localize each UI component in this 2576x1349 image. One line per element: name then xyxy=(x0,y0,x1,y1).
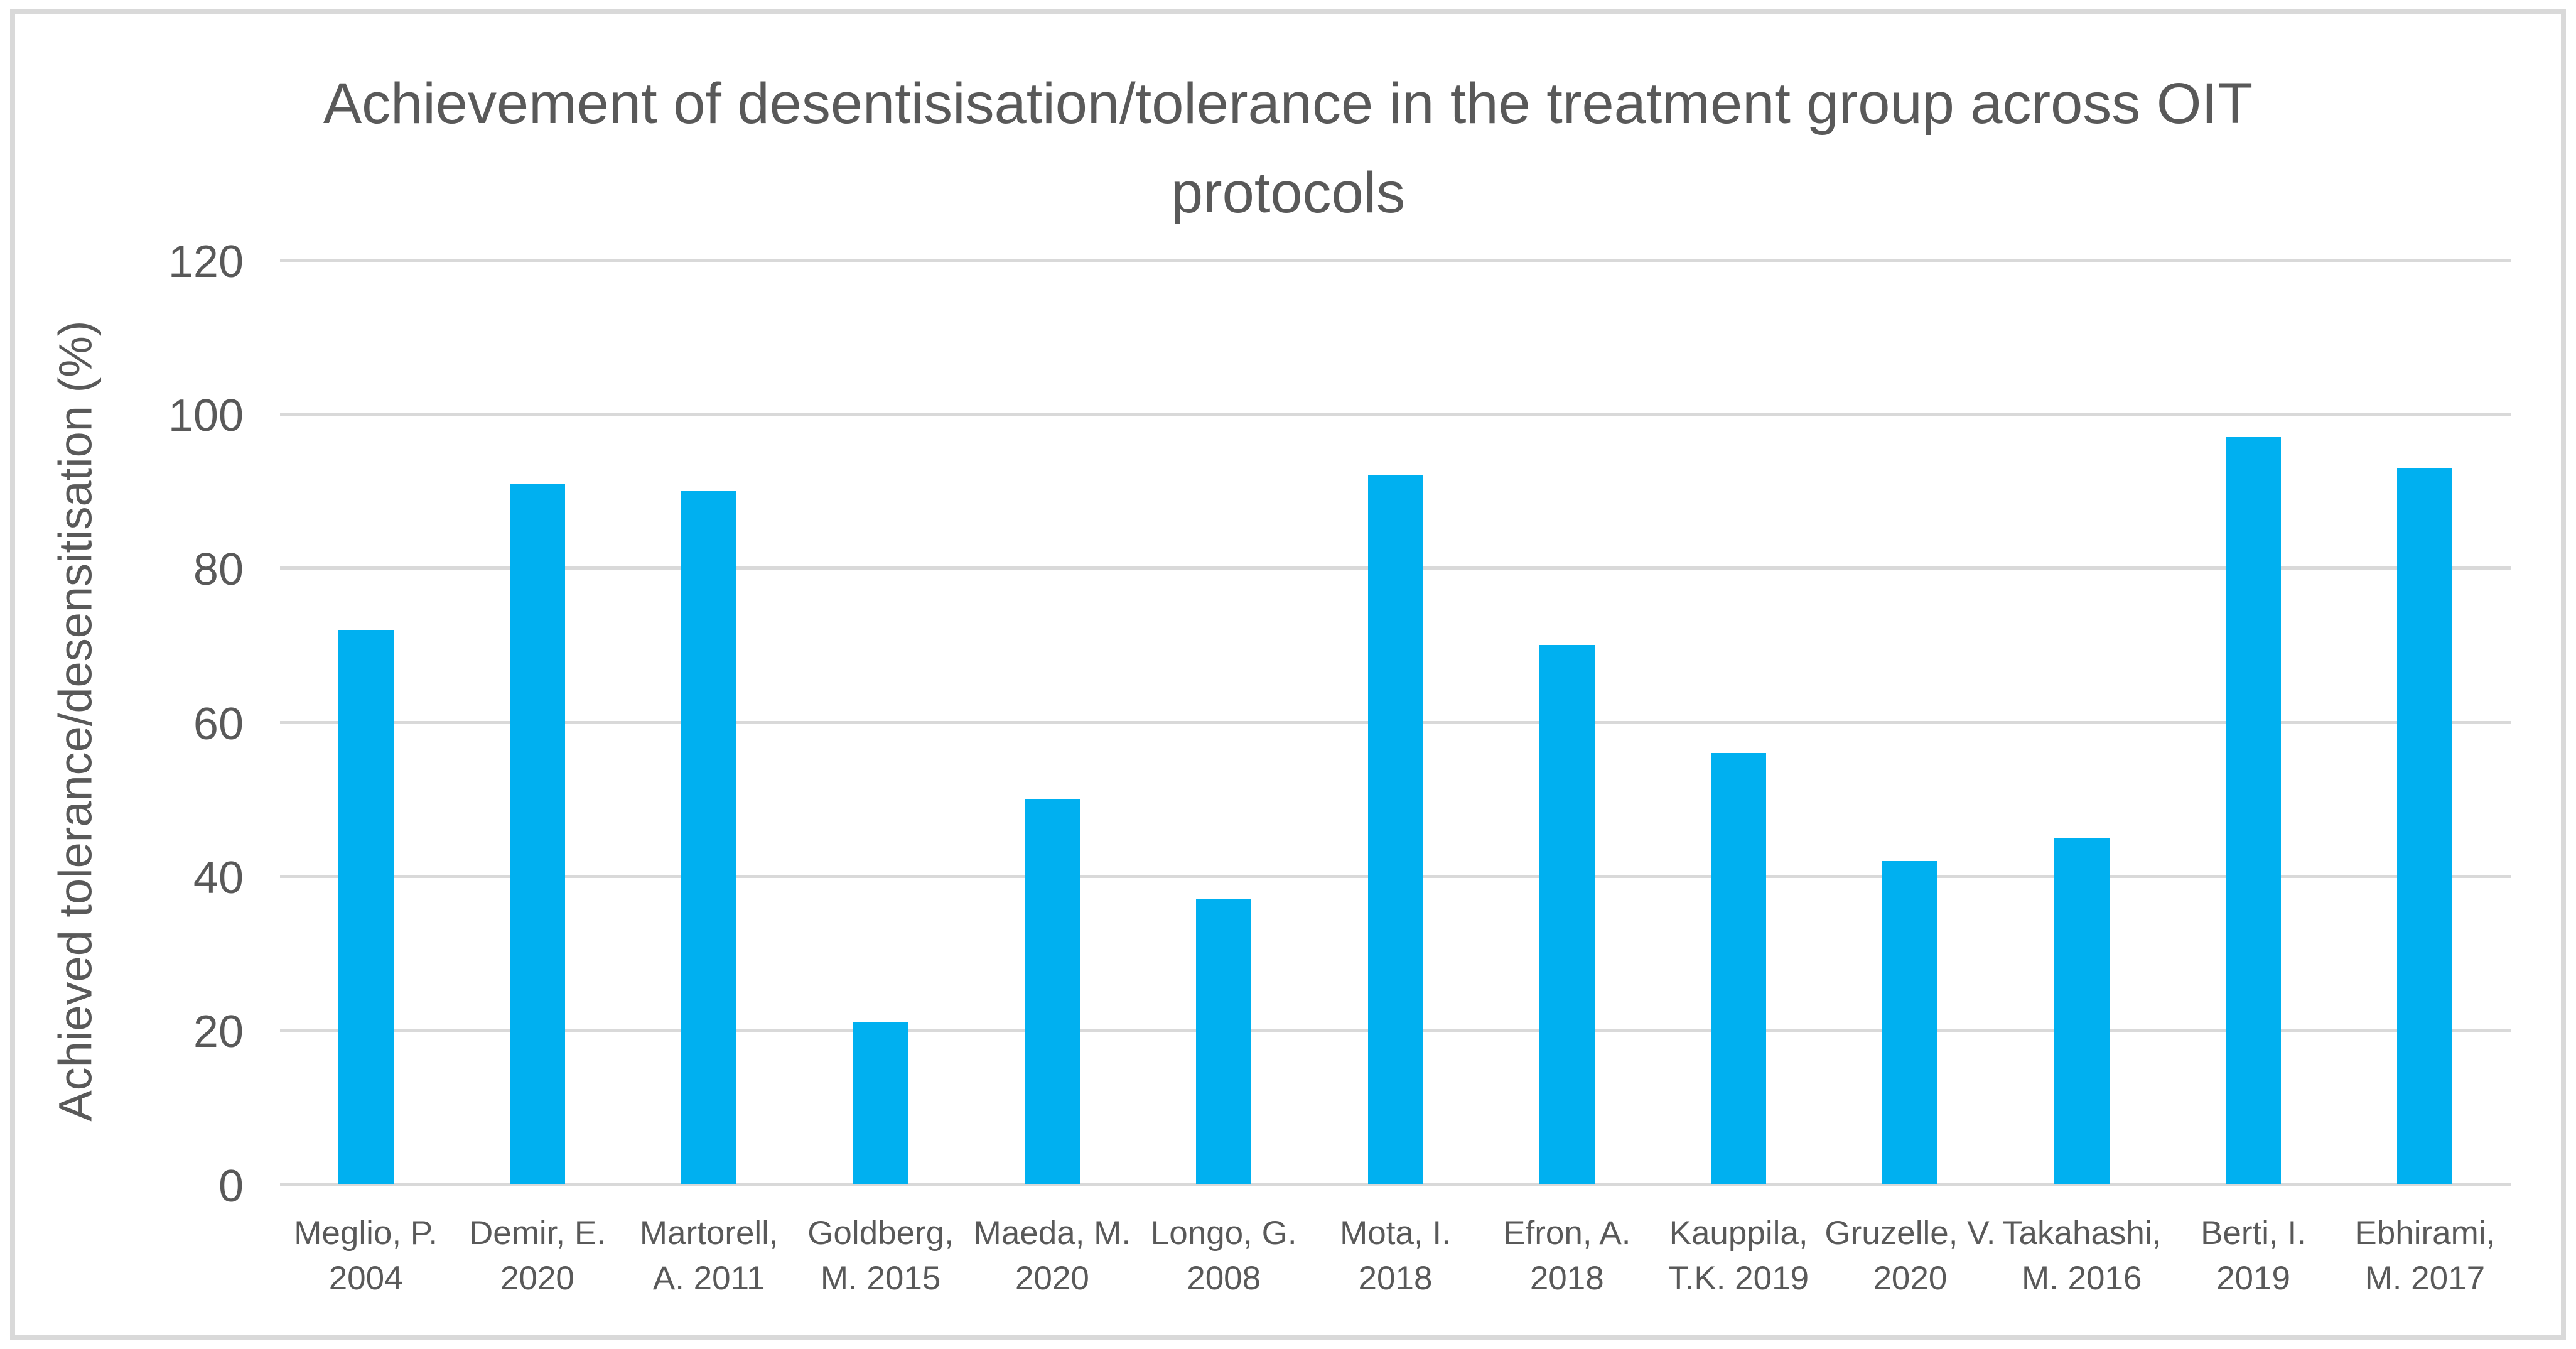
chart-title: Achievement of desentisisation/tolerance… xyxy=(323,72,2253,225)
bar-meglio-p-2004 xyxy=(338,629,394,1184)
x-tick-label-line: M. 2016 xyxy=(2021,1260,2142,1297)
x-tick-label-efron-a-2018: Efron, A. 2018 xyxy=(1469,1211,1665,1301)
plot-area xyxy=(280,258,2511,1186)
x-tick-label-line: Mota, I. xyxy=(1340,1215,1451,1252)
y-tick-label-80: 80 xyxy=(193,544,244,595)
x-tick-label-line: Demir, E. xyxy=(468,1215,606,1252)
x-tick-label-line: Longo, G. xyxy=(1150,1215,1297,1252)
x-tick-label-longo-g-2008: Longo, G. 2008 xyxy=(1126,1211,1322,1301)
x-tick-label-line: T.K. 2019 xyxy=(1668,1260,1809,1297)
x-tick-label-line: 2020 xyxy=(1015,1260,1089,1297)
gridline-y-0 xyxy=(280,1183,2511,1186)
x-tick-label-martorell-a-2011: Martorell, A. 2011 xyxy=(611,1211,807,1301)
x-tick-label-line: M. 2015 xyxy=(820,1260,941,1297)
x-tick-label-line: A. 2011 xyxy=(652,1260,765,1297)
x-tick-label-line: 2019 xyxy=(2216,1260,2290,1297)
x-tick-label-line: 2004 xyxy=(328,1260,403,1297)
x-tick-label-line: 2020 xyxy=(1873,1260,1948,1297)
x-tick-label-gruzelle-v-2020: Gruzelle, V. 2020 xyxy=(1812,1211,2008,1301)
y-tick-label-40: 40 xyxy=(193,852,244,903)
bar-martorell-a-2011 xyxy=(681,491,737,1184)
y-tick-label-0: 0 xyxy=(218,1161,244,1211)
y-axis-title-text: Achieved tolerance/desensitisation (%) xyxy=(49,320,102,1122)
bar-longo-g-2008 xyxy=(1196,899,1252,1184)
x-tick-label-line: Ebhirami, xyxy=(2354,1215,2496,1252)
x-tick-label-line: Goldberg, xyxy=(807,1215,954,1252)
y-tick-label-20: 20 xyxy=(193,1007,244,1058)
x-tick-label-line: Maeda, M. xyxy=(973,1215,1131,1252)
x-tick-label-meglio-p-2004: Meglio, P. 2004 xyxy=(267,1211,464,1301)
x-tick-label-line: 2018 xyxy=(1358,1260,1433,1297)
bar-mota-i-2018 xyxy=(1367,475,1423,1184)
x-tick-label-ebhirami-m-2017: Ebhirami, M. 2017 xyxy=(2327,1211,2523,1301)
gridline-y-100 xyxy=(280,412,2511,416)
x-tick-label-line: 2018 xyxy=(1529,1260,1604,1297)
x-tick-label-line: Berti, I. xyxy=(2201,1215,2306,1252)
x-tick-label-goldberg-m-2015: Goldberg, M. 2015 xyxy=(782,1211,979,1301)
chart-frame: Achievement of desentisisation/tolerance… xyxy=(10,9,2566,1340)
bar-kauppila-t-k-2019 xyxy=(1711,753,1767,1184)
x-tick-label-line: Efron, A. xyxy=(1503,1215,1631,1252)
y-tick-label-60: 60 xyxy=(193,698,244,749)
x-tick-label-line: Martorell, xyxy=(639,1215,779,1252)
y-tick-label-100: 100 xyxy=(168,390,244,441)
bar-takahashi-m-2016 xyxy=(2054,838,2110,1184)
x-tick-label-line: Takahashi, xyxy=(2002,1215,2162,1252)
x-tick-label-mota-i-2018: Mota, I. 2018 xyxy=(1297,1211,1494,1301)
bar-maeda-m-2020 xyxy=(1024,799,1080,1184)
x-tick-label-maeda-m-2020: Maeda, M. 2020 xyxy=(954,1211,1150,1301)
x-tick-label-line: M. 2017 xyxy=(2364,1260,2486,1297)
x-tick-label-line: 2008 xyxy=(1187,1260,1261,1297)
y-tick-label-120: 120 xyxy=(168,236,244,287)
bar-efron-a-2018 xyxy=(1539,645,1595,1184)
x-tick-label-demir-e-2020: Demir, E. 2020 xyxy=(439,1211,635,1301)
x-tick-label-line: Meglio, P. xyxy=(294,1215,438,1252)
bar-demir-e-2020 xyxy=(509,483,565,1184)
x-tick-label-line: 2020 xyxy=(500,1260,574,1297)
bar-ebhirami-m-2017 xyxy=(2397,468,2453,1184)
bar-goldberg-m-2015 xyxy=(853,1022,908,1184)
x-tick-label-berti-i-2019: Berti, I. 2019 xyxy=(2155,1211,2351,1301)
x-tick-label-line: Kauppila, xyxy=(1669,1215,1808,1252)
x-tick-label-takahashi-m-2016: Takahashi, M. 2016 xyxy=(1983,1211,2180,1301)
gridline-y-120 xyxy=(280,258,2511,262)
x-tick-label-line: Gruzelle, V. xyxy=(1824,1215,1996,1252)
bar-berti-i-2019 xyxy=(2226,437,2282,1184)
bar-gruzelle-v-2020 xyxy=(1882,860,1938,1184)
x-tick-label-kauppila-t-k-2019: Kauppila, T.K. 2019 xyxy=(1640,1211,1836,1301)
